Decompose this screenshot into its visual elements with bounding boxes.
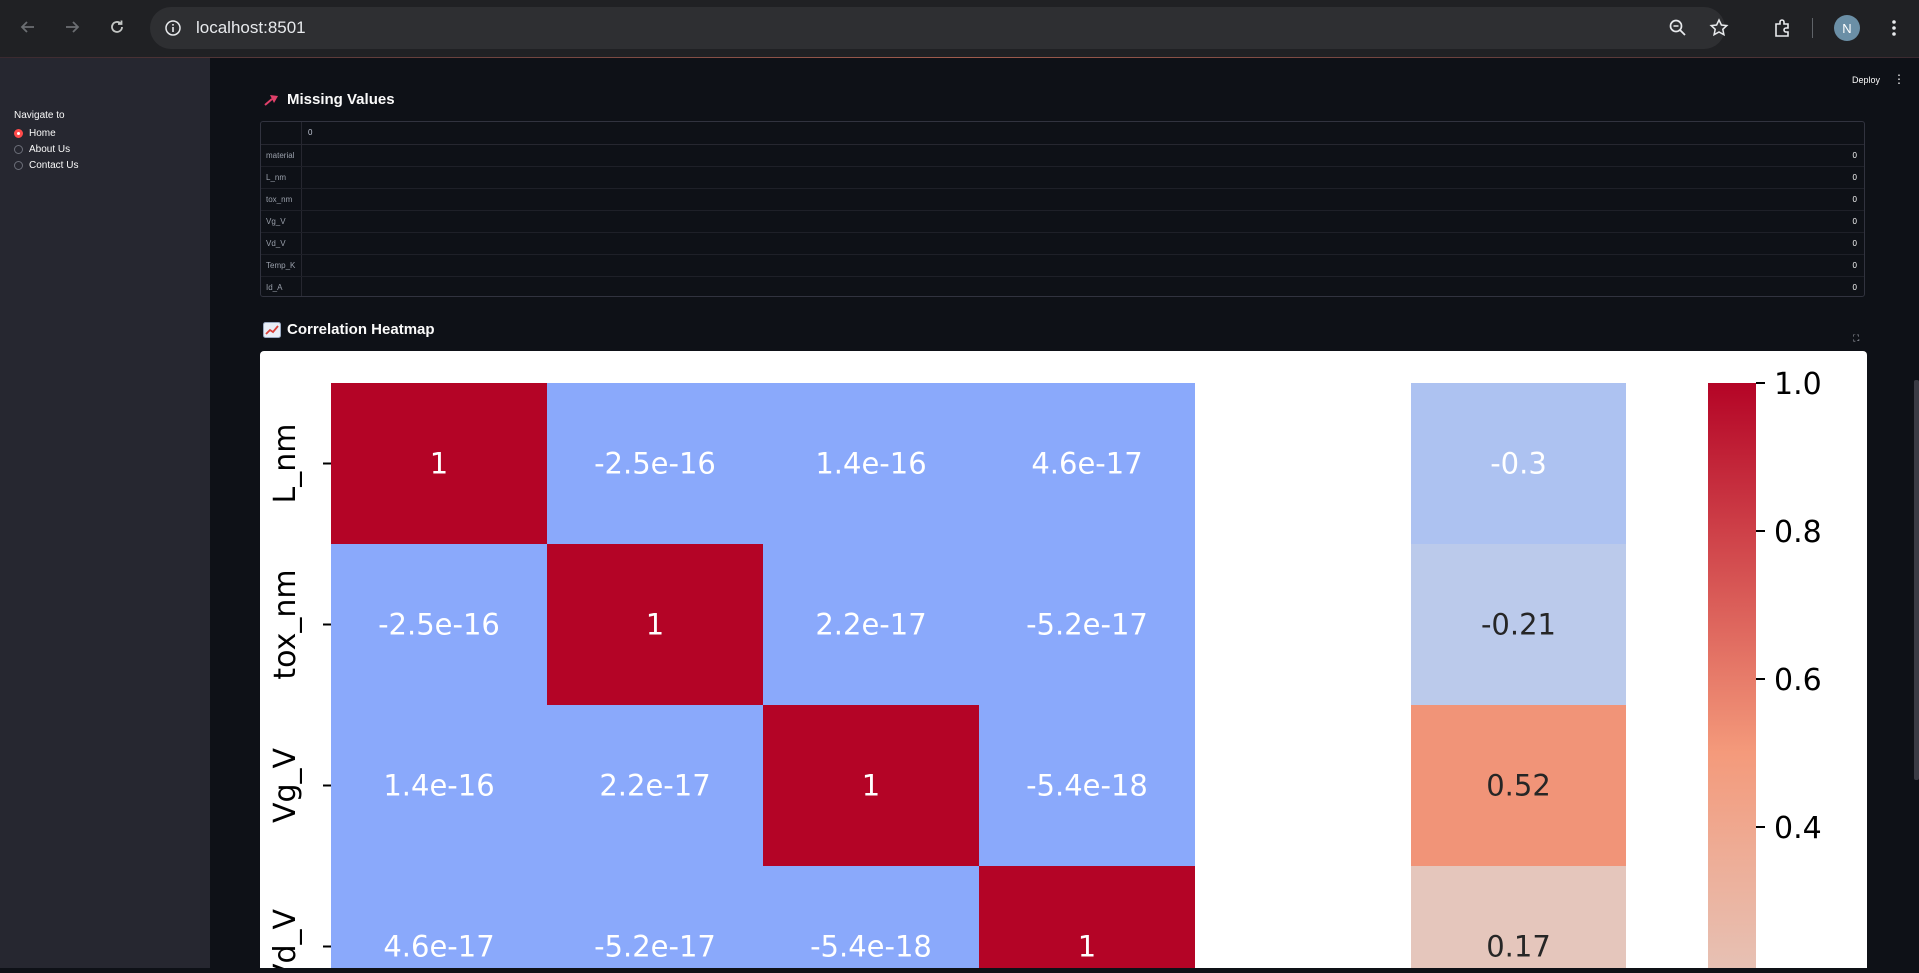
- cell-label: 4.6e-17: [1031, 447, 1142, 481]
- browser-toolbar: localhost:8501 N: [0, 0, 1919, 58]
- correlation-heading: Correlation Heatmap: [263, 321, 435, 338]
- cell-label: 2.2e-17: [815, 608, 926, 642]
- chart-increasing-icon: [263, 322, 281, 338]
- sidebar: Navigate to Home About Us Contact Us: [0, 58, 210, 968]
- table-row: Vd_V 0: [261, 232, 1864, 255]
- y-tick-label: L_nm: [268, 424, 303, 504]
- radio-icon[interactable]: [14, 161, 23, 170]
- address-bar[interactable]: localhost:8501: [150, 7, 1725, 49]
- table-row: tox_nm 0: [261, 188, 1864, 211]
- colorbar: [1708, 383, 1756, 968]
- colorbar-tick-label: 0.6: [1774, 663, 1822, 698]
- reload-icon: [108, 18, 126, 36]
- arrow-right-icon: [63, 18, 81, 36]
- nav-option-contact-us[interactable]: Contact Us: [14, 160, 78, 171]
- row-value: 0: [1853, 195, 1857, 204]
- cell-label: 1: [430, 447, 448, 481]
- page-scrollbar[interactable]: [1914, 380, 1919, 780]
- y-tick-label: Vg_V: [268, 747, 303, 823]
- radio-selected-icon[interactable]: [14, 129, 23, 138]
- heatmap-figure: 1 -2.5e-16 1.4e-16 4.6e-17 -2.5e-16 1 2.2e-17 -…: [260, 351, 1867, 968]
- table-row: Vg_V 0: [261, 210, 1864, 233]
- colorbar-tick-label: 0.4: [1774, 811, 1822, 846]
- cell-label: 1: [862, 769, 880, 803]
- nav-option-label: Contact Us: [29, 160, 78, 171]
- row-value: 0: [1853, 173, 1857, 182]
- deploy-button[interactable]: Deploy: [1852, 75, 1880, 85]
- nav-option-home[interactable]: Home: [14, 128, 56, 139]
- zoom-icon[interactable]: [1666, 16, 1690, 40]
- extensions-icon[interactable]: [1770, 16, 1794, 40]
- target-corr-label: -0.21: [1481, 608, 1556, 642]
- table-row: Id_A 0: [261, 276, 1864, 298]
- row-index: Temp_K: [266, 261, 295, 270]
- cell-label: 1.4e-16: [815, 447, 926, 481]
- star-icon[interactable]: [1707, 16, 1731, 40]
- cell-label: -5.2e-17: [594, 930, 716, 964]
- row-value: 0: [1853, 283, 1857, 292]
- site-info-icon[interactable]: [162, 17, 184, 39]
- forward-button[interactable]: [58, 13, 86, 41]
- row-value: 0: [1853, 261, 1857, 270]
- correlation-title: Correlation Heatmap: [287, 321, 435, 338]
- row-value: 0: [1853, 239, 1857, 248]
- target-corr-label: 0.52: [1486, 769, 1551, 803]
- cell-label: 1.4e-16: [383, 769, 494, 803]
- reload-button[interactable]: [103, 13, 131, 41]
- row-index: material: [266, 151, 294, 160]
- row-index: Vd_V: [266, 239, 286, 248]
- url-text[interactable]: localhost:8501: [196, 18, 306, 38]
- back-button[interactable]: [14, 13, 42, 41]
- table-row: Temp_K 0: [261, 254, 1864, 277]
- column-header: 0: [308, 128, 312, 137]
- sidebar-title: Navigate to: [14, 110, 65, 121]
- cell-label: 1: [1078, 930, 1096, 964]
- colorbar-tick-label: 1.0: [1774, 367, 1822, 402]
- missing-values-title: Missing Values: [287, 91, 395, 108]
- cell-label: 1: [646, 608, 664, 642]
- cell-label: -2.5e-16: [594, 447, 716, 481]
- nav-option-about-us[interactable]: About Us: [14, 144, 70, 155]
- profile-avatar[interactable]: N: [1834, 15, 1860, 41]
- cell-label: -5.4e-18: [1026, 769, 1148, 803]
- target-corr-label: -0.3: [1490, 447, 1547, 481]
- toolbar-divider: [1812, 18, 1813, 38]
- app-menu-icon[interactable]: ⋮: [1893, 72, 1905, 86]
- arrow-left-icon: [19, 18, 37, 36]
- row-index: Vg_V: [266, 217, 286, 226]
- nav-option-label: About Us: [29, 144, 70, 155]
- table-header: 0: [261, 122, 1864, 145]
- row-index: Id_A: [266, 283, 282, 292]
- row-value: 0: [1853, 217, 1857, 226]
- pin-icon: [263, 92, 281, 108]
- fullscreen-icon[interactable]: ⛶: [1853, 333, 1859, 344]
- cell-label: -5.4e-18: [810, 930, 932, 964]
- cell-label: 2.2e-17: [599, 769, 710, 803]
- cell-label: -2.5e-16: [378, 608, 500, 642]
- nav-option-label: Home: [29, 128, 56, 139]
- colorbar-tick-label: 0.8: [1774, 515, 1822, 550]
- target-corr-label: 0.17: [1486, 930, 1551, 964]
- row-index: L_nm: [266, 173, 286, 182]
- y-tick-label: Vd_V: [268, 908, 303, 968]
- heatmap-chart: 1 -2.5e-16 1.4e-16 4.6e-17 -2.5e-16 1 2.2e-17 -…: [260, 351, 1867, 968]
- table-row: material 0: [261, 144, 1864, 167]
- radio-icon[interactable]: [14, 145, 23, 154]
- cell-label: 4.6e-17: [383, 930, 494, 964]
- cell-label: -5.2e-17: [1026, 608, 1148, 642]
- browser-menu-icon[interactable]: [1882, 16, 1906, 40]
- missing-values-heading: Missing Values: [263, 91, 395, 108]
- missing-values-table[interactable]: 0 material 0 L_nm 0 tox_nm 0 Vg_V 0 Vd_V 0 Te…: [260, 121, 1865, 297]
- y-tick-label: tox_nm: [268, 569, 303, 679]
- row-value: 0: [1853, 151, 1857, 160]
- row-index: tox_nm: [266, 195, 292, 204]
- table-row: L_nm 0: [261, 166, 1864, 189]
